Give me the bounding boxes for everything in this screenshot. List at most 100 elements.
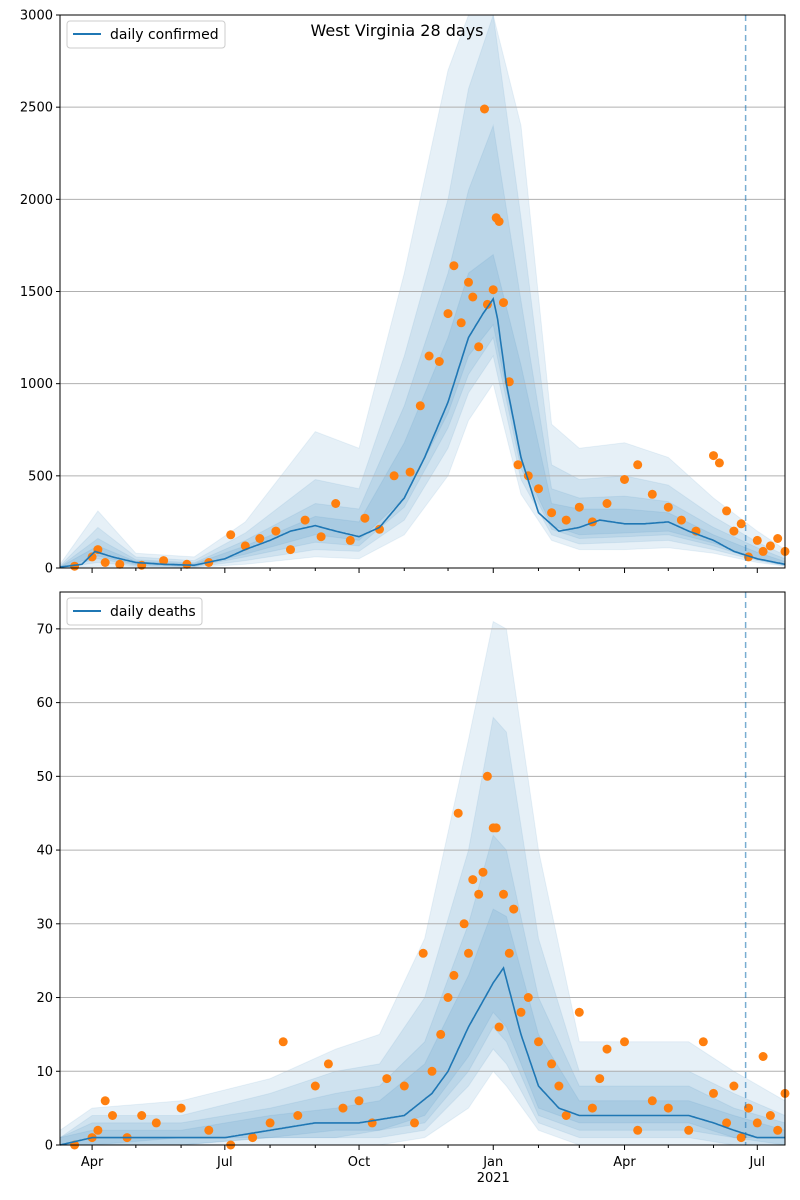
y-tick-label: 2500 <box>20 101 53 116</box>
deaths-y-ticks: 0 10 20 30 40 50 60 70 <box>36 622 60 1154</box>
observation-point <box>722 1118 732 1128</box>
x-tick-label: Oct <box>348 1155 370 1170</box>
observation-point <box>415 401 425 411</box>
observation-point <box>620 1037 629 1047</box>
observation-point <box>595 1074 605 1084</box>
y-tick-label: 50 <box>36 770 53 785</box>
observation-point <box>633 460 643 470</box>
observation-point <box>663 502 673 512</box>
observation-point <box>100 558 110 567</box>
observation-point <box>587 1103 597 1113</box>
y-tick-label: 0 <box>45 562 53 577</box>
observation-point <box>108 1111 117 1120</box>
observation-point <box>504 948 514 958</box>
observation-point <box>729 526 739 536</box>
observation-point <box>382 1074 392 1084</box>
observation-point <box>765 541 775 551</box>
observation-point <box>278 1037 288 1047</box>
observation-point <box>722 506 732 516</box>
observation-point <box>474 889 484 899</box>
deaths-observations <box>70 771 790 1150</box>
observation-point <box>293 1111 303 1120</box>
observation-point <box>480 104 489 114</box>
observation-point <box>449 970 459 980</box>
model-line <box>59 966 785 1146</box>
observation-point <box>255 534 265 543</box>
y-tick-label: 70 <box>36 622 53 637</box>
confirmed-observations <box>70 104 790 571</box>
confirmed-legend: daily confirmed <box>66 20 226 49</box>
observation-point <box>151 1118 161 1128</box>
observation-point <box>534 484 543 494</box>
confirmed-y-ticks: 0 500 1000 1500 2000 2500 3000 <box>20 9 60 577</box>
observation-point <box>464 948 473 958</box>
observation-point <box>499 889 508 899</box>
observation-point <box>620 475 629 484</box>
y-tick-label: 3000 <box>20 9 53 24</box>
observation-point <box>300 515 310 525</box>
observation-point <box>310 1081 320 1091</box>
observation-point <box>523 993 533 1002</box>
observation-point <box>410 1118 419 1128</box>
observation-point <box>602 1044 612 1054</box>
observation-point <box>752 1118 762 1128</box>
observation-point <box>87 552 97 562</box>
observation-point <box>516 1007 526 1017</box>
observation-point <box>633 1125 643 1135</box>
y-tick-label: 2000 <box>20 193 53 208</box>
y-tick-label: 40 <box>36 844 53 859</box>
observation-point <box>265 1118 275 1128</box>
observation-point <box>100 1096 110 1106</box>
x-tick-label: Jan <box>482 1155 503 1170</box>
observation-point <box>418 948 428 958</box>
observation-point <box>399 1081 409 1091</box>
confirmed-legend-box <box>66 20 226 49</box>
observation-point <box>345 535 355 545</box>
observation-point <box>360 513 370 523</box>
observation-point <box>176 1103 186 1113</box>
observation-point <box>405 467 415 477</box>
observation-point <box>684 1125 694 1135</box>
observation-point <box>204 1125 214 1135</box>
deaths-uncertainty-bands <box>59 620 786 1146</box>
observation-point <box>482 299 492 309</box>
deaths-legend: daily deaths <box>66 597 203 626</box>
observation-point <box>443 309 453 319</box>
observation-point <box>316 532 326 542</box>
observation-point <box>534 1037 543 1047</box>
observation-point <box>459 919 469 929</box>
observation-point <box>714 458 724 468</box>
observation-point <box>561 515 571 525</box>
observation-point <box>547 508 557 518</box>
observation-point <box>331 499 341 508</box>
observation-point <box>464 277 473 287</box>
observation-point <box>478 867 488 877</box>
observation-point <box>647 1096 657 1106</box>
observation-point <box>468 875 478 885</box>
observation-point <box>561 1111 571 1120</box>
observation-point <box>338 1103 348 1113</box>
observation-point <box>647 489 657 499</box>
observation-point <box>354 1096 364 1106</box>
observation-point <box>482 771 492 781</box>
y-tick-label: 0 <box>45 1139 53 1154</box>
observation-point <box>676 515 686 525</box>
deaths-legend-label: daily deaths <box>110 604 196 620</box>
y-tick-label: 60 <box>36 696 53 711</box>
observation-point <box>752 535 762 545</box>
y-tick-label: 30 <box>36 917 53 932</box>
observation-point <box>436 1029 446 1039</box>
observation-point <box>474 342 484 352</box>
deaths-model-line <box>59 966 785 1146</box>
confirmed-x-ticks <box>91 568 758 573</box>
observation-point <box>389 471 399 481</box>
observation-point <box>491 823 501 833</box>
y-tick-label: 1000 <box>20 377 53 392</box>
observation-point <box>513 460 523 470</box>
deaths-legend-box <box>66 597 203 626</box>
observation-point <box>159 556 169 566</box>
observation-point <box>226 530 236 540</box>
observation-point <box>509 904 519 914</box>
